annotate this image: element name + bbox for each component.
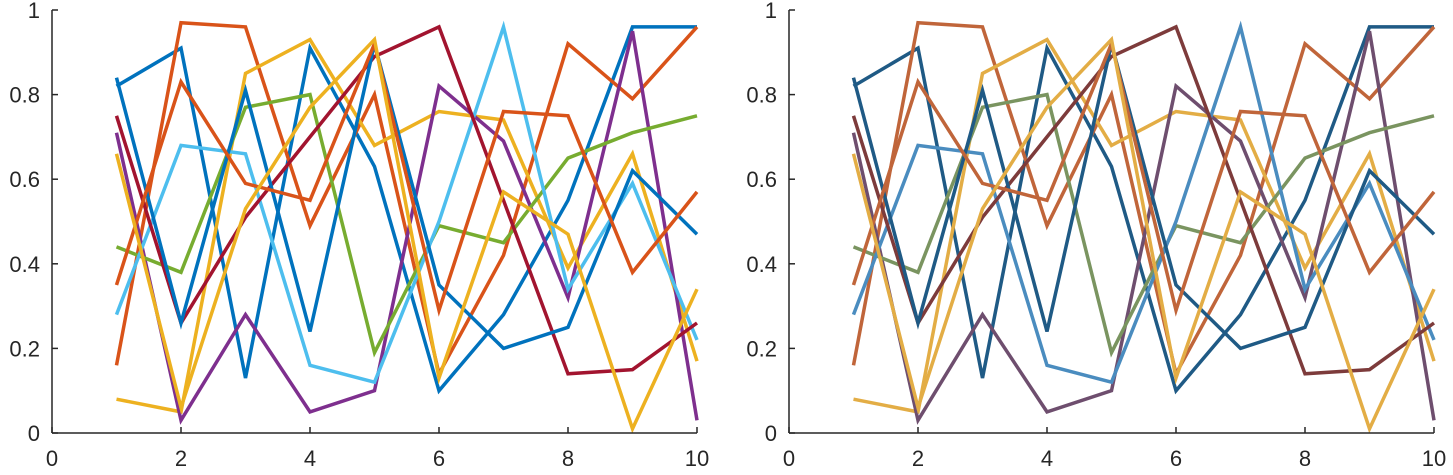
series-line-9 bbox=[114, 38, 699, 317]
y-tick-label: 0 bbox=[765, 421, 777, 446]
series-line-8 bbox=[114, 43, 699, 351]
series-line-7 bbox=[851, 24, 1436, 376]
series-line-10 bbox=[114, 35, 699, 434]
series-line-2 bbox=[851, 20, 1436, 379]
series-line-9 bbox=[851, 38, 1436, 317]
x-tick-label: 0 bbox=[46, 446, 58, 471]
series-line-5 bbox=[115, 92, 698, 358]
series-line-5 bbox=[852, 92, 1435, 358]
series-line-8 bbox=[851, 43, 1436, 351]
series-line-6 bbox=[114, 20, 699, 385]
series-line-10 bbox=[851, 35, 1436, 434]
y-tick-label: 0.6 bbox=[9, 167, 40, 192]
y-tick-label: 0 bbox=[28, 421, 40, 446]
y-tick-label: 0.2 bbox=[9, 336, 40, 361]
x-tick-label: 0 bbox=[783, 446, 795, 471]
y-tick-label: 1 bbox=[765, 0, 777, 23]
series-line-4 bbox=[114, 30, 699, 425]
y-tick-label: 0.6 bbox=[746, 167, 777, 192]
series-line-7 bbox=[114, 24, 699, 376]
series-line-3 bbox=[853, 37, 1436, 414]
y-tick-label: 1 bbox=[28, 0, 40, 23]
x-tick-label: 10 bbox=[1422, 446, 1446, 471]
x-tick-label: 6 bbox=[433, 446, 445, 471]
series-line-4 bbox=[851, 30, 1436, 425]
x-tick-label: 6 bbox=[1170, 446, 1182, 471]
x-tick-label: 10 bbox=[685, 446, 709, 471]
y-tick-label: 0.8 bbox=[9, 83, 40, 108]
series-line-2 bbox=[114, 20, 699, 379]
x-tick-label: 2 bbox=[912, 446, 924, 471]
x-tick-label: 4 bbox=[1041, 446, 1053, 471]
y-tick-label: 0.2 bbox=[746, 336, 777, 361]
y-tick-label: 0.4 bbox=[746, 252, 777, 277]
x-tick-label: 8 bbox=[562, 446, 574, 471]
series-line-3 bbox=[116, 37, 699, 414]
y-tick-label: 0.8 bbox=[746, 83, 777, 108]
x-tick-label: 2 bbox=[175, 446, 187, 471]
y-tick-label: 0.4 bbox=[9, 252, 40, 277]
x-tick-label: 8 bbox=[1299, 446, 1311, 471]
x-tick-label: 4 bbox=[304, 446, 316, 471]
right-line-chart: 0 2 4 6 8 10 0 0.2 0.4 0.6 0.8 1 bbox=[746, 0, 1446, 471]
series-line-6 bbox=[851, 20, 1436, 385]
left-line-chart: 0 2 4 6 8 10 0 0.2 0.4 0.6 0.8 1 bbox=[9, 0, 709, 471]
